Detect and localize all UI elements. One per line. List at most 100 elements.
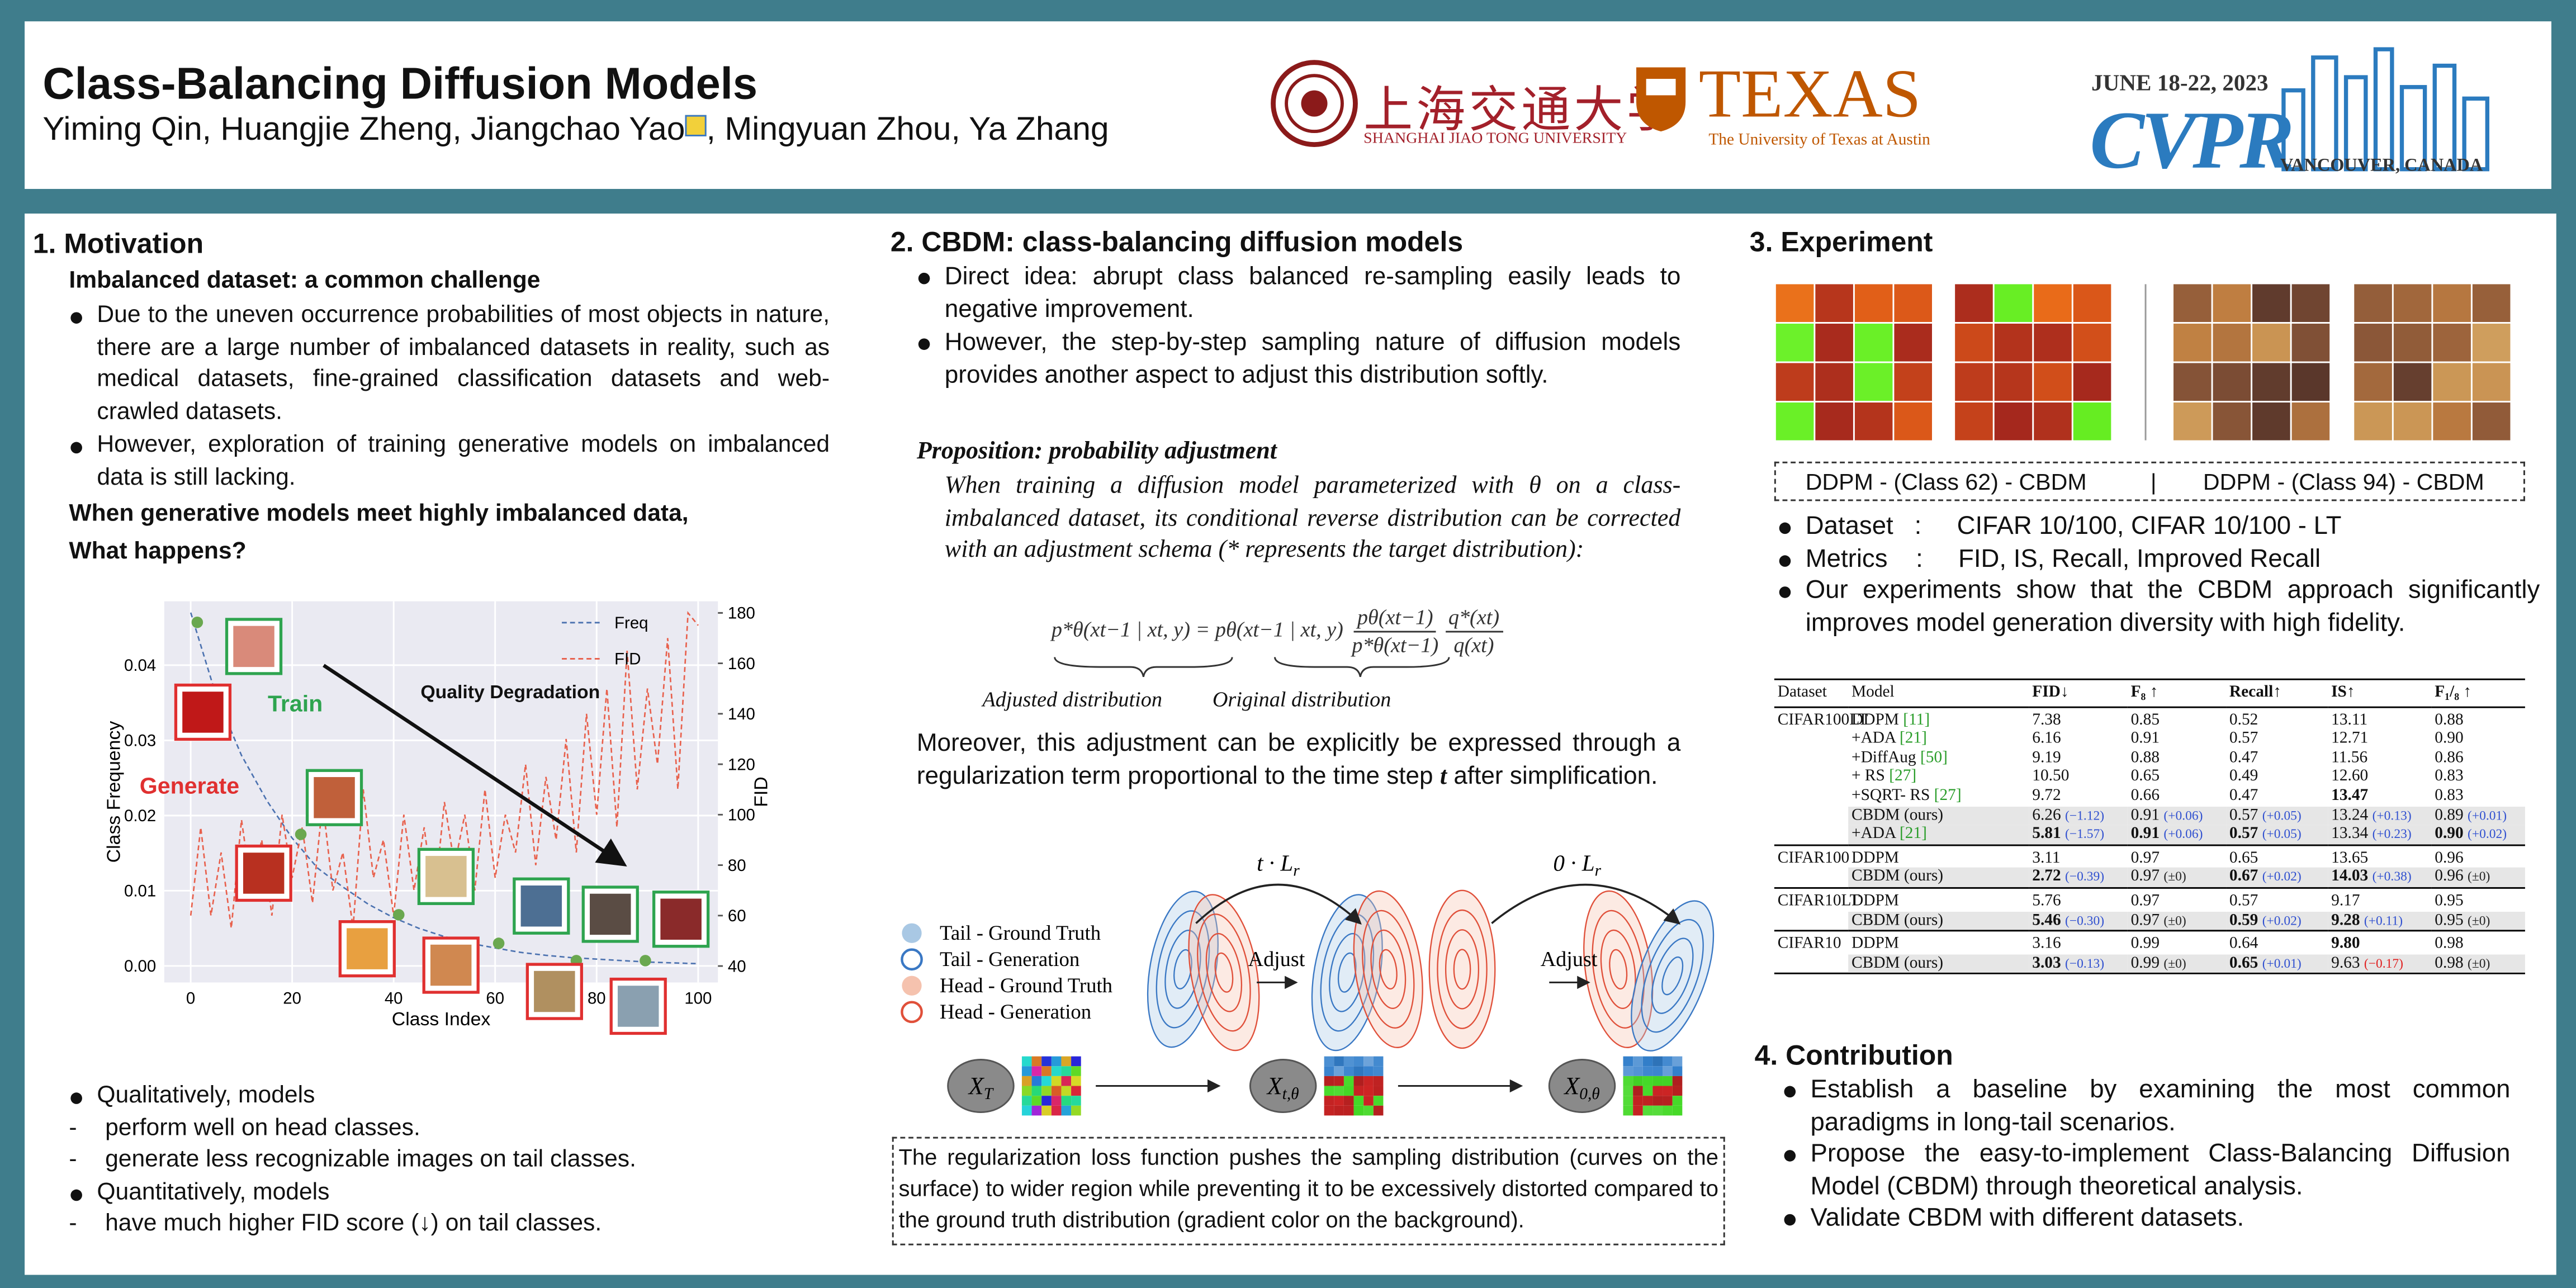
question-line: When generative models meet highly imbal… (69, 501, 689, 528)
bullet-text: Due to the uneven occurrence probabiliti… (97, 302, 830, 425)
authors-b: , Mingyuan Zhou, Ya Zhang (706, 111, 1109, 148)
text: Moreover, this adjustment can be explici… (916, 729, 1681, 790)
value-cell: 0.85 (2127, 705, 2227, 730)
value-cell: 9.72 (2029, 787, 2127, 806)
sample-tile (2174, 323, 2212, 362)
image-pixel (1633, 1096, 1643, 1106)
cvpr-date: JUNE 18-22, 2023 (2091, 72, 2269, 97)
bullet: However, exploration of training generat… (69, 430, 830, 495)
dataset-cell (1774, 868, 1848, 888)
delta: (+0.06) (2163, 807, 2203, 823)
image-pixel (1633, 1066, 1643, 1076)
value-cell: 3.03 (−0.13) (2029, 954, 2128, 973)
texas-shield (1636, 67, 1686, 132)
image-pixel (1324, 1056, 1334, 1067)
cvpr: CVPR (2090, 93, 2294, 186)
value: 0.90 (2435, 825, 2464, 844)
formula: p*θ(xt−1 | xt, y) = pθ(xt−1 | xt, y) pθ(… (1052, 604, 1506, 659)
value: 3.03 (2032, 954, 2061, 972)
sub-item-text: generate less recognizable images on tai… (105, 1147, 636, 1173)
reference: [27] (1934, 787, 1962, 805)
sub-item: - have much higher FID score (↓) on tail … (69, 1209, 841, 1241)
sample-tile (2034, 284, 2072, 323)
adjust-label: Adjust (1541, 948, 1598, 971)
image-pixel (1334, 1105, 1344, 1116)
legend-marker (901, 1001, 923, 1024)
sample-tile (2291, 363, 2330, 401)
sample-tile (2213, 402, 2251, 441)
bullet: Metrics : FID, IS, Recall, Improved Reca… (1778, 543, 2540, 575)
value: 11.56 (2331, 749, 2368, 767)
value: 3.11 (2032, 849, 2061, 867)
image-pixel (1021, 1105, 1032, 1116)
thumbnail-image (590, 893, 631, 935)
contour (1600, 929, 1636, 1010)
highlight-point (640, 955, 651, 967)
sample-tile (2393, 284, 2432, 323)
y2-tick-label: 100 (728, 806, 755, 825)
image-pixel (1041, 1066, 1052, 1076)
image-pixel (1071, 1096, 1081, 1106)
value: 0.67 (2229, 868, 2258, 887)
table-row: CBDM (ours) 6.26 (−1.12) 0.91 (+0.06) 0.57 … (1774, 806, 2525, 825)
image-pixel (1652, 1056, 1663, 1067)
image-pixel (1353, 1056, 1364, 1067)
delta: (−0.30) (2065, 912, 2105, 928)
value-cell: 0.97 (±0) (2127, 868, 2227, 888)
table-row: CIFAR10LT DDPM 5.76 0.97 0.57 9.17 0.95 (1774, 887, 2525, 911)
bullet: Qualitatively, models (69, 1081, 841, 1113)
thumbnail-image (660, 898, 702, 940)
value-cell: 0.90 (+0.02) (2431, 825, 2525, 845)
contour (1353, 890, 1423, 1048)
delta: (+0.05) (2262, 807, 2302, 823)
state-sub: 0,θ (1579, 1085, 1599, 1103)
image-pixel (1663, 1105, 1673, 1116)
image-pixel (1061, 1096, 1072, 1106)
value-cell: 0.86 (2431, 749, 2525, 768)
delta: (+0.38) (2372, 869, 2412, 885)
sample-tile (2472, 284, 2511, 323)
value-cell: 0.95 (±0) (2431, 911, 2525, 931)
table-row: CBDM (ours) 3.03 (−0.13) 0.99 (±0) 0.65 (+0… (1774, 954, 2525, 973)
sample-tile (2034, 323, 2072, 362)
sample-tile (1815, 284, 1853, 323)
question: When generative models meet highly imbal… (69, 499, 688, 568)
caption-box: DDPM - (Class 62) - CBDM | DDPM - (Class… (1774, 461, 2525, 501)
value-cell: 3.11 (2029, 844, 2128, 868)
value: 0.47 (2229, 749, 2258, 767)
model-cell: CBDM (ours) (1848, 806, 2029, 825)
contour (1379, 949, 1398, 990)
bullet-text: Dataset : CIFAR 10/100, CIFAR 10/100 - L… (1805, 512, 2342, 541)
value-cell: 0.83 (2431, 768, 2525, 787)
annotation: Train (268, 690, 323, 716)
delta: (+0.01) (2468, 807, 2507, 823)
loss-label: t · Lr (1257, 850, 1300, 880)
image-pixel (1623, 1096, 1633, 1106)
proposition-title: Proposition: probability adjustment (916, 438, 1277, 465)
frac-den: q(xt) (1453, 632, 1494, 657)
model-cell: +ADA [21] (1848, 825, 2029, 845)
value-cell: 9.17 (2328, 887, 2432, 911)
thumbnail-image (430, 944, 472, 986)
sample-tile (2354, 323, 2392, 362)
delta: (−0.39) (2065, 869, 2105, 885)
y2-tick-label: 160 (728, 655, 755, 673)
model-name: CBDM (ours) (1852, 911, 1944, 929)
value: 0.99 (2130, 935, 2160, 953)
image-pixel (1021, 1076, 1032, 1086)
value: 9.17 (2331, 892, 2360, 910)
value: 0.95 (2435, 892, 2464, 910)
dataset-cell: CIFAR100LT (1774, 705, 1868, 730)
value-cell: 0.90 (2431, 730, 2525, 749)
contour (1445, 929, 1480, 1010)
sample-tile (2354, 402, 2392, 441)
dash: - (69, 1114, 77, 1141)
state-label: XT (968, 1072, 995, 1103)
delta: (±0) (2468, 869, 2490, 885)
value: 12.71 (2331, 730, 2369, 748)
value: 0.57 (2229, 825, 2258, 844)
sample-tile (1994, 323, 2033, 362)
model-name: +DiffAug (1852, 749, 1916, 767)
value-cell: 12.71 (2328, 730, 2431, 749)
table-row: +ADA [21] 5.81 (−1.57) 0.91 (+0.06) 0.57 (+… (1774, 825, 2525, 845)
